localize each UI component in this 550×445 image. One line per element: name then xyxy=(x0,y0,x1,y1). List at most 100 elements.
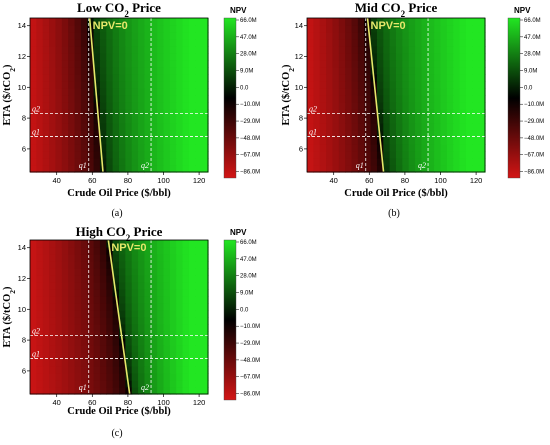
heatmap-cell xyxy=(427,144,435,152)
heatmap-cell xyxy=(138,18,146,26)
heatmap-cell xyxy=(408,123,416,131)
heatmap-cell xyxy=(176,95,184,103)
heatmap-cell xyxy=(61,74,69,82)
heatmap-cell xyxy=(370,53,378,61)
heatmap-cell xyxy=(150,338,158,346)
heatmap-cell xyxy=(80,289,88,297)
heatmap-cell xyxy=(61,39,69,47)
heatmap-cell xyxy=(30,60,37,68)
heatmap-cell xyxy=(112,67,120,75)
heatmap-cell xyxy=(182,102,190,110)
heatmap-cell xyxy=(188,158,196,166)
heatmap-cell xyxy=(319,88,327,96)
heatmap-cell xyxy=(125,46,133,54)
heatmap-cell xyxy=(87,39,95,47)
heatmap-cell xyxy=(30,53,37,61)
heatmap-cell xyxy=(99,158,107,166)
heatmap-cell xyxy=(49,380,57,388)
heatmap-cell xyxy=(138,144,146,152)
heatmap-cell xyxy=(42,165,50,173)
heatmap-cell xyxy=(138,303,146,311)
heatmap-cell xyxy=(396,158,403,166)
heatmap-cell xyxy=(176,116,184,124)
heatmap-cell xyxy=(61,352,69,360)
heatmap-cell xyxy=(402,18,410,26)
chart-title-main: High CO xyxy=(76,224,126,239)
heatmap-cell xyxy=(93,158,101,166)
heatmap-cell xyxy=(68,254,76,262)
heatmap-cells xyxy=(307,18,486,173)
heatmap-cell xyxy=(68,46,76,54)
heatmap-cell xyxy=(376,74,384,82)
heatmap-cell xyxy=(42,289,50,297)
heatmap-cell xyxy=(364,74,372,82)
heatmap-cell xyxy=(68,338,76,346)
heatmap-cell xyxy=(415,137,423,145)
heatmap-cell xyxy=(182,39,190,47)
heatmap-cell xyxy=(421,95,429,103)
heatmap-cell xyxy=(402,74,410,82)
heatmap-cell xyxy=(351,102,359,110)
heatmap-cell xyxy=(182,247,190,255)
heatmap-cell xyxy=(61,137,69,145)
heatmap-cell xyxy=(55,74,63,82)
y-label-end: ) xyxy=(281,64,292,68)
heatmap-cell xyxy=(93,25,101,33)
heatmap-cell xyxy=(415,53,423,61)
heatmap-cell xyxy=(99,116,107,124)
heatmap-cell xyxy=(465,130,473,138)
heatmap-cell xyxy=(93,310,101,318)
heatmap-cell xyxy=(112,261,120,269)
heatmap-cell xyxy=(364,165,372,173)
heatmap-cell xyxy=(307,95,314,103)
heatmap-cell xyxy=(427,130,435,138)
heatmap-cell xyxy=(338,18,346,26)
heatmap-cell xyxy=(415,46,423,54)
heatmap-cell xyxy=(87,109,95,117)
heatmap-cell xyxy=(332,116,340,124)
heatmap-cell xyxy=(131,53,139,61)
heatmap-cell xyxy=(125,74,133,82)
heatmap-cell xyxy=(112,39,120,47)
heatmap-cell xyxy=(176,67,184,75)
heatmap-cell xyxy=(459,88,467,96)
heatmap-cell xyxy=(74,254,82,262)
y-tick-label: 14 xyxy=(295,21,303,30)
heatmap-cell xyxy=(319,74,327,82)
heatmap-cell xyxy=(49,46,57,54)
heatmap-cell xyxy=(106,254,114,262)
heatmap-cell xyxy=(351,74,359,82)
heatmap-cell xyxy=(150,289,158,297)
heatmap-cell xyxy=(472,102,480,110)
heatmap-cell xyxy=(446,165,454,173)
heatmap-cell xyxy=(157,109,165,117)
heatmap-cell xyxy=(74,359,82,367)
heatmap-cell xyxy=(408,137,416,145)
heatmap-cell xyxy=(376,130,384,138)
heatmap-cell xyxy=(119,144,126,152)
heatmap-cell xyxy=(99,137,107,145)
heatmap-cell xyxy=(440,109,448,117)
heatmap-cell xyxy=(459,32,467,40)
heatmap-cell xyxy=(55,359,63,367)
heatmap-cell xyxy=(61,261,69,269)
heatmap-cell xyxy=(169,380,177,388)
heatmap-cell xyxy=(188,282,196,290)
heatmap-cell xyxy=(61,338,69,346)
heatmap-cell xyxy=(138,32,146,40)
heatmap-cell xyxy=(144,95,152,103)
heatmap-cell xyxy=(332,88,340,96)
heatmap-cell xyxy=(157,130,165,138)
heatmap-cell xyxy=(131,310,139,318)
y-tick-label: 10 xyxy=(295,83,303,92)
heatmap-cell xyxy=(453,130,461,138)
heatmap-cell xyxy=(326,137,334,145)
heatmap-cell xyxy=(55,88,63,96)
heatmap-cell xyxy=(99,324,107,332)
heatmap-cell xyxy=(106,74,114,82)
colorbar-tick-label: −86.0M xyxy=(240,170,260,176)
heatmap-cell xyxy=(49,275,57,283)
heatmap-cell xyxy=(326,158,334,166)
heatmap-cell xyxy=(472,95,480,103)
heatmap-cell xyxy=(421,116,429,124)
